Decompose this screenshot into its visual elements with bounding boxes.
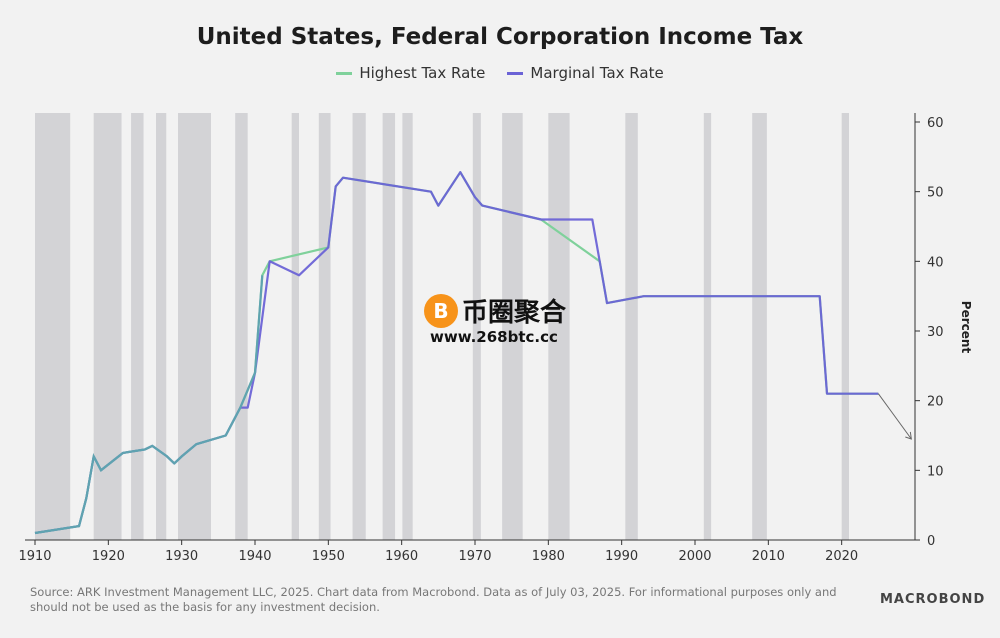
x-tick-label: 1970 bbox=[458, 549, 491, 564]
recession-band bbox=[131, 113, 144, 540]
recession-band bbox=[352, 113, 366, 540]
recession-band bbox=[178, 113, 211, 540]
watermark: B 币圈聚合 www.268btc.cc bbox=[424, 292, 594, 348]
bitcoin-icon: B bbox=[424, 294, 458, 328]
x-tick-label: 1930 bbox=[165, 549, 198, 564]
annotation-arrow bbox=[877, 393, 912, 440]
recession-band bbox=[502, 113, 523, 540]
x-tick-label: 2020 bbox=[825, 549, 858, 564]
x-tick-label: 1940 bbox=[238, 549, 271, 564]
y-tick-label: 0 bbox=[927, 534, 935, 549]
source-note: Source: ARK Investment Management LLC, 2… bbox=[30, 585, 837, 614]
x-tick-label: 1910 bbox=[18, 549, 51, 564]
annotations bbox=[877, 393, 912, 440]
legend-label-highest: Highest Tax Rate bbox=[359, 64, 486, 82]
recession-band bbox=[703, 113, 712, 540]
recession-band bbox=[156, 113, 167, 540]
recession-band bbox=[472, 113, 481, 540]
recession-band bbox=[841, 113, 849, 540]
recession-band bbox=[318, 113, 331, 540]
macrobond-logo: MACROBOND bbox=[880, 592, 986, 607]
y-tick-label: 40 bbox=[927, 255, 944, 270]
y-tick-label: 30 bbox=[927, 325, 944, 340]
annotation-arrow-head bbox=[905, 431, 912, 440]
legend: Highest Tax Rate Marginal Tax Rate bbox=[0, 64, 1000, 82]
recession-bands bbox=[35, 113, 849, 540]
series-line-overlap bbox=[34, 275, 264, 535]
chart-title: United States, Federal Corporation Incom… bbox=[196, 24, 804, 50]
recession-band bbox=[752, 113, 767, 540]
legend-label-marginal: Marginal Tax Rate bbox=[530, 64, 664, 82]
y-tick-label: 10 bbox=[927, 464, 944, 479]
y-axis-label: Percent bbox=[959, 301, 973, 354]
x-tick-label: 1990 bbox=[605, 549, 638, 564]
recession-band bbox=[625, 113, 638, 540]
legend-item-highest[interactable]: Highest Tax Rate bbox=[336, 64, 485, 82]
series-lines bbox=[34, 171, 879, 535]
legend-swatch-marginal bbox=[507, 71, 524, 75]
legend-swatch-highest bbox=[336, 71, 353, 75]
x-tick-label: 2000 bbox=[678, 549, 711, 564]
x-tick-label: 1950 bbox=[312, 549, 345, 564]
recession-band bbox=[93, 113, 122, 540]
recession-band bbox=[402, 113, 413, 540]
watermark-name: 币圈聚合 bbox=[462, 298, 567, 328]
x-tick-label: 2010 bbox=[752, 549, 785, 564]
x-tick-label: 1980 bbox=[532, 549, 565, 564]
recession-band bbox=[235, 113, 248, 540]
y-tick-label: 50 bbox=[927, 186, 944, 201]
y-tick-label: 20 bbox=[927, 395, 944, 410]
recession-band bbox=[291, 113, 299, 540]
watermark-url: www.268btc.cc bbox=[430, 328, 558, 346]
recession-band bbox=[35, 113, 71, 540]
y-tick-label: 60 bbox=[927, 116, 944, 131]
recession-band bbox=[382, 113, 396, 540]
x-tick-label: 1960 bbox=[385, 549, 418, 564]
axes: 1910 1920 1930 1940 1950 1960 1970 1980 1990 2000… bbox=[18, 113, 973, 564]
legend-item-marginal[interactable]: Marginal Tax Rate bbox=[507, 64, 664, 82]
x-tick-label: 1920 bbox=[92, 549, 125, 564]
